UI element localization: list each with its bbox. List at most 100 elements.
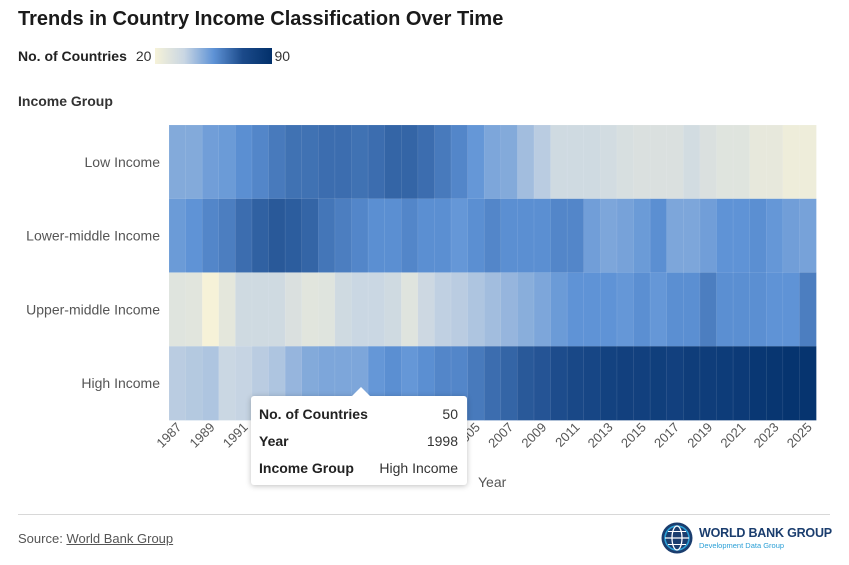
heatmap-cell[interactable] [550,124,568,200]
heatmap-cell[interactable] [417,124,436,200]
heatmap-cell[interactable] [616,124,635,200]
heatmap-cell[interactable] [566,272,585,347]
heatmap-cell[interactable] [500,198,519,274]
heatmap-cell[interactable] [716,346,734,421]
heatmap-cell[interactable] [799,198,817,274]
heatmap-cell[interactable] [683,346,701,421]
heatmap-cell[interactable] [251,272,270,347]
heatmap-cell[interactable] [218,198,237,274]
heatmap-cell[interactable] [284,272,303,347]
heatmap-cell[interactable] [633,272,651,347]
heatmap-cell[interactable] [649,198,668,274]
heatmap-cell[interactable] [434,272,452,347]
heatmap-cell[interactable] [483,346,502,421]
heatmap-cell[interactable] [268,272,286,347]
heatmap-cell[interactable] [550,272,568,347]
heatmap-cell[interactable] [201,198,220,274]
heatmap-cell[interactable] [683,198,701,274]
heatmap-cell[interactable] [633,346,651,421]
heatmap-cell[interactable] [616,346,635,421]
heatmap-cell[interactable] [218,346,237,421]
heatmap-cell[interactable] [450,272,469,347]
heatmap-cell[interactable] [284,124,303,200]
heatmap-cell[interactable] [500,346,519,421]
legend-gradient-bar[interactable] [155,48,273,64]
heatmap-cell[interactable] [185,198,203,274]
heatmap-cell[interactable] [251,198,270,274]
heatmap-cell[interactable] [550,198,568,274]
heatmap-cell[interactable] [533,198,552,274]
heatmap-cell[interactable] [367,198,386,274]
heatmap-cell[interactable] [699,346,718,421]
heatmap-cell[interactable] [533,346,552,421]
heatmap-cell[interactable] [318,198,336,274]
heatmap-cell[interactable] [566,124,585,200]
heatmap-cell[interactable] [616,198,635,274]
heatmap-cell[interactable] [749,346,767,421]
heatmap-cell[interactable] [683,272,701,347]
heatmap-cell[interactable] [351,198,369,274]
heatmap-cell[interactable] [218,272,237,347]
heatmap-cell[interactable] [633,124,651,200]
heatmap-cell[interactable] [782,198,801,274]
heatmap-cell[interactable] [649,124,668,200]
heatmap-cell[interactable] [434,198,452,274]
heatmap-cell[interactable] [201,124,220,200]
heatmap-cell[interactable] [384,198,402,274]
heatmap-cell[interactable] [765,124,784,200]
heatmap-cell[interactable] [633,198,651,274]
heatmap-cell[interactable] [566,198,585,274]
heatmap-cell[interactable] [683,124,701,200]
heatmap-cell[interactable] [417,272,436,347]
heatmap-cell[interactable] [616,272,635,347]
heatmap-cell[interactable] [732,198,751,274]
heatmap-cell[interactable] [765,198,784,274]
heatmap-cell[interactable] [600,346,618,421]
heatmap-cell[interactable] [782,346,801,421]
heatmap-cell[interactable] [533,272,552,347]
heatmap-cell[interactable] [583,346,601,421]
heatmap-cell[interactable] [218,124,237,200]
heatmap-cell[interactable] [467,198,485,274]
heatmap-cell[interactable] [517,346,535,421]
heatmap-cell[interactable] [483,272,502,347]
heatmap-cell[interactable] [268,198,286,274]
heatmap-cell[interactable] [649,346,668,421]
heatmap-cell[interactable] [550,346,568,421]
heatmap-cell[interactable] [417,198,436,274]
heatmap-cell[interactable] [799,346,817,421]
heatmap-cell[interactable] [367,272,386,347]
heatmap-cell[interactable] [533,124,552,200]
heatmap-cell[interactable] [749,198,767,274]
heatmap-cell[interactable] [467,346,485,421]
heatmap-cell[interactable] [235,124,253,200]
heatmap-cell[interactable] [566,346,585,421]
heatmap-cell[interactable] [268,124,286,200]
heatmap-cell[interactable] [517,198,535,274]
heatmap-cell[interactable] [483,124,502,200]
heatmap-cell[interactable] [583,198,601,274]
heatmap-cell[interactable] [765,346,784,421]
heatmap-cell[interactable] [467,272,485,347]
heatmap-cell[interactable] [583,124,601,200]
source-link[interactable]: World Bank Group [66,531,174,546]
heatmap-cell[interactable] [401,272,419,347]
heatmap-cell[interactable] [235,346,253,421]
heatmap-cell[interactable] [351,272,369,347]
heatmap-cell[interactable] [699,272,718,347]
heatmap-cell[interactable] [600,272,618,347]
heatmap-cell[interactable] [666,198,684,274]
heatmap-cell[interactable] [235,272,253,347]
heatmap-cell[interactable] [799,272,817,347]
heatmap-cell[interactable] [749,124,767,200]
heatmap-cell[interactable] [201,272,220,347]
heatmap-cell[interactable] [334,124,353,200]
heatmap-cell[interactable] [301,198,319,274]
heatmap-cell[interactable] [351,124,369,200]
heatmap-cell[interactable] [384,124,402,200]
heatmap-cell[interactable] [716,198,734,274]
heatmap-cell[interactable] [401,124,419,200]
heatmap-cell[interactable] [483,198,502,274]
heatmap-cell[interactable] [666,124,684,200]
heatmap-cell[interactable] [500,124,519,200]
